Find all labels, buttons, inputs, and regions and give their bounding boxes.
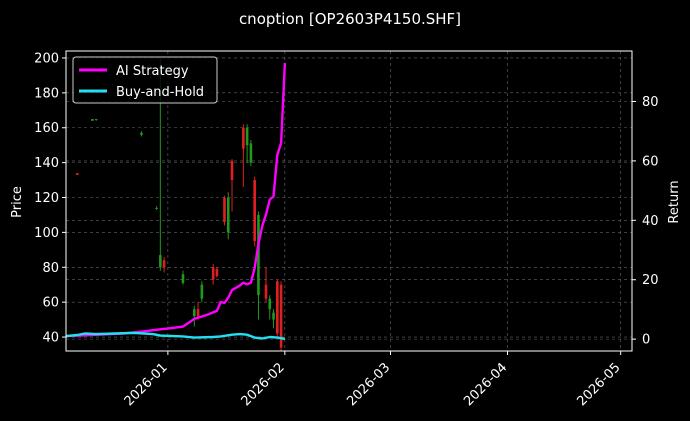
candle-body <box>140 132 143 135</box>
candle <box>215 267 219 278</box>
y-tick-label-left: 80 <box>42 261 59 276</box>
candle <box>272 309 275 329</box>
y-tick-label-left: 100 <box>34 226 59 241</box>
candle <box>94 119 98 121</box>
candle <box>155 206 158 210</box>
candle-body <box>200 284 204 299</box>
y-tick-label-right: 20 <box>642 273 659 288</box>
y-tick-label-left: 120 <box>34 191 59 206</box>
candle-body <box>223 197 226 222</box>
candle-body <box>276 281 279 334</box>
candle-body <box>279 284 283 348</box>
candle-body <box>91 119 94 121</box>
candle <box>253 176 256 247</box>
candle-body <box>230 160 234 181</box>
candle-body <box>76 173 79 175</box>
candle <box>223 195 226 226</box>
y-tick-label-right: 80 <box>642 95 659 110</box>
candle-body <box>181 274 185 283</box>
legend: AI Strategy Buy-and-Hold <box>72 56 218 104</box>
y-tick-label-left: 40 <box>42 331 59 346</box>
candle <box>140 131 143 137</box>
candle-body <box>268 298 272 310</box>
y-tick-label-left: 140 <box>34 156 59 171</box>
candle-body <box>245 127 249 146</box>
candle <box>230 159 234 212</box>
candle-body <box>272 312 275 320</box>
grid <box>66 51 632 351</box>
candle-body <box>215 269 219 276</box>
candle-body <box>211 267 215 280</box>
candle-body <box>257 214 260 296</box>
candle <box>91 119 94 121</box>
y-tick-label-right: 0 <box>642 333 650 348</box>
series-line-buy-and-hold <box>65 331 286 341</box>
candle <box>245 124 249 163</box>
candlesticks <box>76 57 283 351</box>
y-tick-label-left: 60 <box>42 296 59 311</box>
candle-body <box>264 284 268 299</box>
candle-body <box>253 180 256 242</box>
y-tick-label-right: 60 <box>642 154 659 169</box>
legend-box <box>72 56 218 104</box>
return-lines <box>65 62 287 341</box>
candle-body <box>162 260 166 268</box>
candle-body <box>249 143 253 163</box>
candle <box>162 256 166 273</box>
y-tick-label-left: 200 <box>34 51 59 66</box>
candle-body <box>192 309 196 317</box>
legend-label-ai-strategy: AI Strategy <box>116 64 189 79</box>
candle-body <box>196 309 200 317</box>
plot-frame <box>65 50 633 352</box>
candle <box>181 270 185 285</box>
candle <box>76 173 79 175</box>
chart-title: cnoption [OP2603P4150.SHF] <box>239 10 461 28</box>
y-tick-label-left: 160 <box>34 121 59 136</box>
candle <box>279 281 283 351</box>
series-line-ai-strategy <box>65 62 287 338</box>
candle <box>226 192 230 240</box>
candle-body <box>94 119 98 121</box>
candle <box>211 263 215 285</box>
candle <box>242 124 245 188</box>
candle <box>264 267 268 303</box>
y-tick-label-right: 40 <box>642 214 659 229</box>
y-axis-right-label: Return <box>667 180 682 223</box>
candle-body <box>155 207 158 209</box>
y-tick-label-left: 180 <box>34 86 59 101</box>
candle <box>257 211 260 320</box>
y-axis-left-label: Price <box>10 186 25 218</box>
candle <box>192 305 196 327</box>
legend-label-buy-and-hold: Buy-and-Hold <box>116 85 204 100</box>
candle <box>249 139 253 167</box>
candle-body <box>242 127 245 149</box>
candle <box>268 295 272 320</box>
candle <box>276 279 279 338</box>
candle-body <box>226 197 230 233</box>
candle <box>200 281 204 303</box>
candle-body <box>159 255 162 268</box>
